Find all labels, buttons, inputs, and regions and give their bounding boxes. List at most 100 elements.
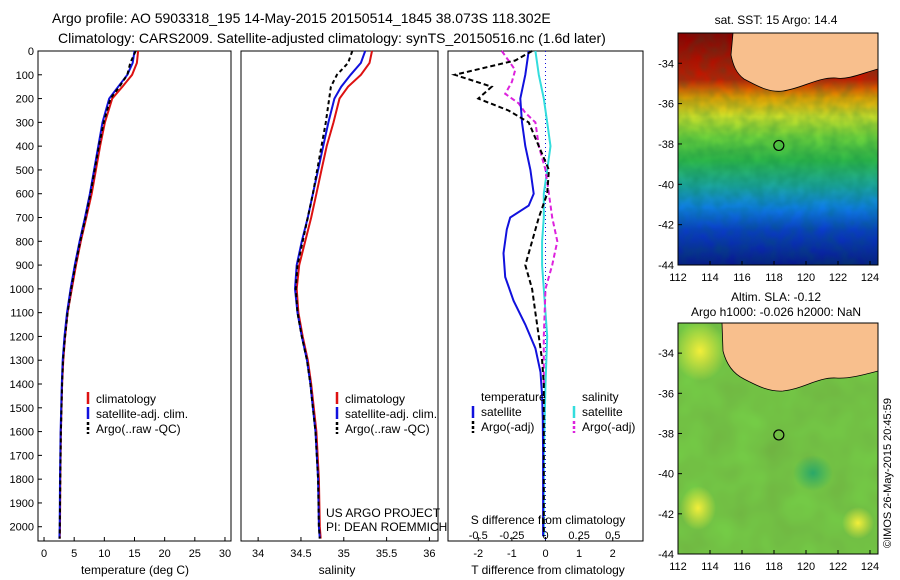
sla-low-anomaly: [793, 455, 833, 491]
latitude-tick-label: -36: [658, 99, 674, 111]
sla-map-frame: [677, 322, 879, 555]
sla-high-anomaly: [842, 507, 874, 539]
longitude-tick-label: 118: [765, 561, 783, 573]
imos-watermark: ©IMOS 26-May-2015 20:45:59: [882, 398, 894, 548]
sla-map-title-line2: Argo h1000: -0.026 h2000: NaN: [691, 305, 861, 319]
depth-tick-label: 2000: [10, 522, 34, 534]
sla-high-anomaly: [678, 323, 726, 381]
latitude-tick-label: -42: [658, 220, 674, 232]
credit-line1: US ARGO PROJECT: [326, 506, 441, 520]
series-t-satellite-line: [502, 50, 545, 537]
legend-salinity-title: salinity: [582, 390, 619, 404]
depth-tick-label: 400: [16, 141, 34, 153]
temperature-tick-label: 0: [41, 548, 47, 560]
sla-map-title-line1: Altim. SLA: -0.12: [731, 290, 821, 304]
longitude-tick-label: 112: [669, 561, 687, 573]
depth-tick-label: 500: [16, 165, 34, 177]
longitude-tick-label: 112: [669, 272, 687, 284]
difference-tick-label: -1: [507, 548, 517, 560]
salinity-tick-label: 36: [423, 548, 435, 560]
salinity-axes-frame: [240, 50, 439, 542]
longitude-tick-label: 124: [861, 561, 879, 573]
depth-tick-label: 0: [28, 46, 34, 58]
latitude-tick-label: -38: [658, 139, 674, 151]
legend-satellite: satellite-adj. clim.: [96, 407, 188, 421]
legend-temperature-title: temperature: [481, 390, 546, 404]
legend-satellite: satellite-adj. clim.: [345, 407, 437, 421]
difference-legend: temperature satellite Argo(-adj) salinit…: [471, 390, 635, 434]
legend-climatology: climatology: [345, 392, 405, 406]
temperature-tick-label: 20: [159, 548, 171, 560]
depth-tick-label: 200: [16, 94, 34, 106]
latitude-tick-label: -34: [658, 58, 674, 70]
salinity-x-axis: 34 34.5 35 35.5 36: [252, 537, 436, 560]
series-s-satellite-line: [534, 50, 552, 537]
depth-tick-label: 1900: [10, 498, 34, 510]
land-australia: [721, 323, 878, 392]
depth-tick-label: 300: [16, 117, 34, 129]
sla-map-plot: [678, 323, 878, 554]
argo-position-marker: [773, 429, 785, 441]
argo-position-marker: [773, 139, 785, 152]
temperature-series: [58, 50, 140, 539]
longitude-tick-label: 114: [701, 272, 719, 284]
legend-t-argo: Argo(-adj): [481, 420, 534, 434]
depth-tick-label: 900: [16, 260, 34, 272]
salinity-legend: climatology satellite-adj. clim. Argo(..…: [335, 392, 437, 436]
legend-t-satellite: satellite: [481, 405, 522, 419]
series-argo-line: [58, 50, 137, 539]
latitude-tick-label: -42: [658, 509, 674, 521]
depth-tick-label: 1100: [10, 308, 34, 320]
depth-tick-label: 1800: [10, 474, 34, 486]
sla-latitude-axis: -34 -36 -38 -40 -42 -44: [658, 348, 682, 561]
latitude-tick-label: -38: [658, 428, 674, 440]
difference-tick-label: 2: [610, 548, 616, 560]
depth-tick-label: 700: [16, 213, 34, 225]
difference-tick-label: 1: [576, 548, 582, 560]
salinity-tick-label: 34.5: [290, 548, 311, 560]
s-difference-label: S difference from climatology: [471, 513, 626, 527]
salinity-series: [293, 50, 373, 539]
sst-map-plot: [678, 33, 878, 265]
latitude-tick-label: -44: [658, 260, 674, 272]
sst-map-frame: [677, 32, 879, 266]
s-difference-tick-label: 0.25: [568, 530, 589, 542]
legend-s-argo: Argo(-adj): [582, 420, 635, 434]
depth-tick-label: 1400: [10, 379, 34, 391]
longitude-tick-label: 118: [765, 272, 783, 284]
depth-tick-label: 1000: [10, 284, 34, 296]
temperature-tick-label: 15: [128, 548, 140, 560]
salinity-panel: 34 34.5 35 35.5 36 salinity climatology sate…: [240, 50, 447, 577]
sla-high-anomaly: [680, 486, 716, 530]
latitude-tick-label: -44: [658, 549, 674, 561]
latitude-tick-label: -34: [658, 348, 674, 360]
depth-axis: 0 100 200 300 400 500 600 700 800 900 1000 1100 1200…: [10, 46, 42, 534]
salinity-tick-label: 34: [252, 548, 264, 560]
figure-title-line1: Argo profile: AO 5903318_195 14-May-2015…: [52, 10, 551, 26]
s-difference-tick-label: -0.25: [499, 530, 524, 542]
legend-argo: Argo(..raw -QC): [96, 422, 181, 436]
longitude-tick-label: 122: [829, 272, 847, 284]
salinity-tick-label: 35.5: [376, 548, 397, 560]
latitude-tick-label: -36: [658, 388, 674, 400]
depth-tick-label: 1600: [10, 427, 34, 439]
temperature-panel: 0100200300400500600700800900100011001200…: [10, 46, 232, 577]
difference-series: [450, 50, 559, 541]
longitude-tick-label: 120: [797, 272, 815, 284]
sst-map-panel: sat. SST: 15 Argo: 14.4: [658, 13, 879, 284]
longitude-tick-label: 120: [797, 561, 815, 573]
land-australia: [730, 33, 878, 92]
sla-map-panel: Altim. SLA: -0.12 Argo h1000: -0.026 h20…: [658, 290, 879, 573]
depth-tick-label: 100: [16, 70, 34, 82]
legend-argo: Argo(..raw -QC): [345, 422, 430, 436]
difference-tick-label: -2: [473, 548, 483, 560]
sst-latitude-axis: -34 -36 -38 -40 -42 -44: [658, 58, 682, 272]
latitude-tick-label: -40: [658, 469, 674, 481]
longitude-tick-label: 116: [733, 272, 751, 284]
difference-tick-label: 0: [542, 548, 548, 560]
sst-longitude-axis: 112 114 116 118 120 122 124: [669, 261, 879, 284]
longitude-tick-label: 116: [733, 561, 751, 573]
longitude-tick-label: 122: [829, 561, 847, 573]
depth-tick-label: 800: [16, 236, 34, 248]
